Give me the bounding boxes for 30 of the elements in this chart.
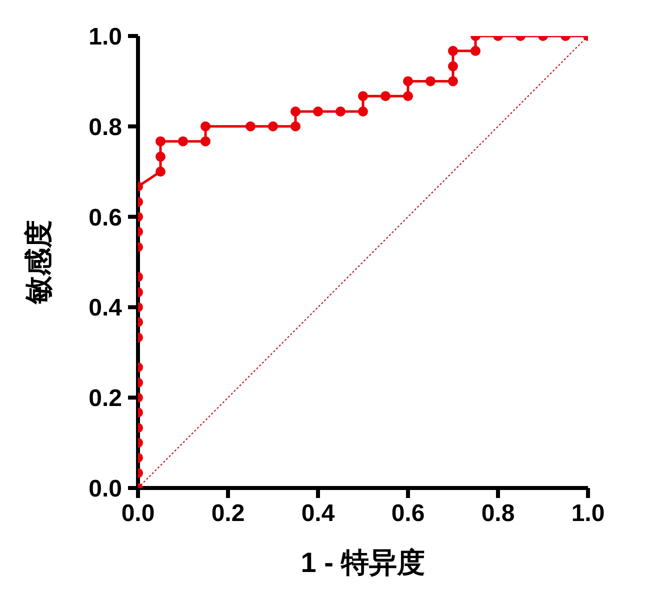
x-tick-label: 0.4	[301, 500, 336, 528]
x-tick-label: 1.0	[571, 500, 605, 528]
x-tick-label: 0.6	[391, 500, 425, 528]
point	[448, 46, 458, 56]
y-tick-label: 0.6	[88, 204, 122, 232]
y-tick-label: 0.8	[88, 114, 122, 141]
point	[448, 61, 458, 72]
x-tick-label: 0.2	[211, 500, 245, 528]
point	[403, 76, 413, 86]
point	[313, 106, 323, 116]
point	[448, 76, 458, 86]
x-tick-label: 0.8	[481, 500, 515, 528]
y-tick-label: 0.2	[88, 385, 122, 412]
point	[470, 46, 480, 56]
y-tick-label: 0.0	[88, 476, 122, 503]
point	[403, 91, 413, 102]
point	[290, 106, 300, 116]
x-tick-label: 0.0	[121, 500, 155, 528]
x-axis-title: 1 - 特异度	[300, 547, 426, 578]
point	[358, 106, 368, 116]
point	[380, 91, 390, 102]
y-tick-label: 1.0	[88, 24, 122, 51]
point	[336, 106, 346, 116]
y-axis-title: 敏感度	[22, 220, 54, 305]
point	[358, 91, 368, 102]
point	[246, 121, 256, 132]
point	[290, 121, 300, 132]
point	[268, 121, 278, 132]
y-tick-label: 0.4	[88, 294, 123, 322]
point	[426, 76, 436, 86]
